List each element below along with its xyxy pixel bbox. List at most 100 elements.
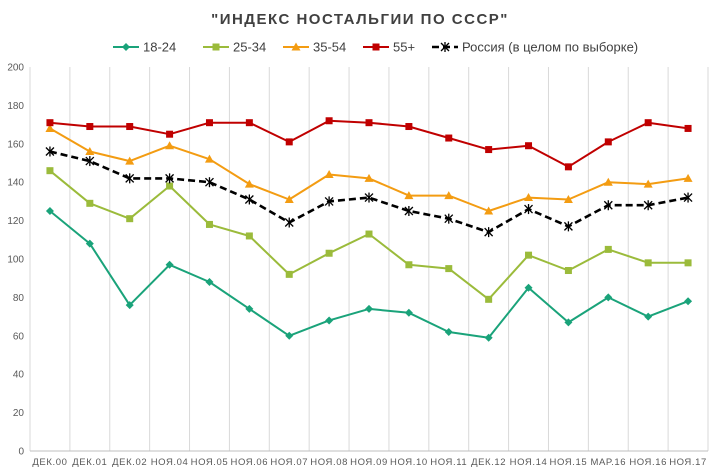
data-point xyxy=(125,173,135,184)
data-point xyxy=(291,42,301,51)
grid xyxy=(29,67,709,452)
data-point xyxy=(165,260,174,269)
series-line xyxy=(49,119,689,168)
data-point xyxy=(45,207,54,215)
data-point xyxy=(212,43,220,51)
data-point xyxy=(165,173,175,184)
data-point xyxy=(644,259,652,267)
data-point xyxy=(45,146,55,157)
y-tick-label: 180 xyxy=(7,101,24,112)
legend-item: 55+ xyxy=(363,40,415,55)
data-point xyxy=(643,179,653,188)
data-point xyxy=(604,138,612,146)
data-point xyxy=(445,265,453,273)
data-point xyxy=(205,220,213,228)
data-point xyxy=(684,297,693,306)
series-5 xyxy=(45,146,693,238)
series-group xyxy=(45,117,693,342)
data-point xyxy=(644,119,652,127)
y-axis: 0 20 40 60 80 100 120 140 160 180 200 xyxy=(7,63,24,458)
y-tick-label: 140 xyxy=(7,178,24,189)
x-tick-label: НОЯ.11 xyxy=(430,457,467,468)
data-point xyxy=(244,194,254,205)
data-point xyxy=(46,167,54,175)
series-2 xyxy=(46,167,692,303)
y-tick-label: 200 xyxy=(7,63,24,74)
x-tick-label: НОЯ.04 xyxy=(151,457,189,468)
data-point xyxy=(445,134,453,142)
data-point xyxy=(85,239,94,248)
data-point xyxy=(204,154,214,163)
data-point xyxy=(245,304,254,313)
data-point xyxy=(404,308,413,317)
data-point xyxy=(365,119,373,127)
data-point xyxy=(604,245,612,253)
data-point xyxy=(524,204,533,215)
data-point xyxy=(524,283,533,292)
data-point xyxy=(166,182,174,190)
data-point xyxy=(485,146,493,154)
data-point xyxy=(205,278,214,287)
data-point xyxy=(284,194,294,203)
legend-item: Россия (в целом по выборке) xyxy=(432,40,638,55)
data-point xyxy=(524,193,534,202)
legend-label: 35-54 xyxy=(313,40,346,55)
x-tick-label: НОЯ.06 xyxy=(230,457,268,468)
data-point xyxy=(563,221,573,232)
series-3 xyxy=(45,123,693,215)
data-point xyxy=(166,130,174,138)
data-point xyxy=(683,173,693,182)
legend-label: 25-34 xyxy=(233,40,266,55)
x-tick-label: ДЕК.12 xyxy=(471,457,506,468)
x-tick-label: НОЯ.08 xyxy=(310,457,348,468)
legend-item: 35-54 xyxy=(283,40,346,55)
data-point xyxy=(643,200,653,211)
data-point xyxy=(244,179,254,188)
data-point xyxy=(484,227,494,238)
data-point xyxy=(484,333,493,342)
data-point xyxy=(404,191,414,200)
x-tick-label: НОЯ.16 xyxy=(629,457,667,468)
data-point xyxy=(126,123,134,131)
data-point xyxy=(564,163,572,171)
data-point xyxy=(440,42,450,52)
x-tick-label: ДЕК.01 xyxy=(72,457,107,468)
data-point xyxy=(86,199,94,207)
legend-item: 25-34 xyxy=(203,40,266,55)
legend-label: Россия (в целом по выборке) xyxy=(462,40,638,55)
x-tick-label: НОЯ.05 xyxy=(191,457,229,468)
data-point xyxy=(404,206,414,216)
y-tick-label: 0 xyxy=(18,447,24,458)
data-point xyxy=(564,318,573,327)
chart-title: "ИНДЕКС НОСТАЛЬГИИ ПО СССР" xyxy=(211,11,509,28)
x-tick-label: НОЯ.07 xyxy=(270,457,308,468)
data-point xyxy=(365,304,373,313)
data-point xyxy=(325,117,333,125)
data-point xyxy=(125,301,134,310)
legend: 18-24 25-34 35-54 55+ Россия (в целом по выб… xyxy=(113,40,638,55)
x-tick-label: ДЕК.00 xyxy=(32,457,67,468)
data-point xyxy=(444,191,454,200)
y-tick-label: 120 xyxy=(7,216,24,227)
x-tick-label: МАР.16 xyxy=(590,457,626,468)
data-point xyxy=(285,138,293,146)
x-tick-label: НОЯ.10 xyxy=(390,457,428,468)
data-point xyxy=(324,196,334,207)
data-point xyxy=(563,194,573,203)
data-point xyxy=(603,200,613,211)
y-tick-label: 20 xyxy=(13,408,25,419)
data-point xyxy=(604,293,613,302)
data-point xyxy=(325,249,333,257)
data-point xyxy=(603,177,613,186)
x-axis: ДЕК.00 ДЕК.01 ДЕК.02 НОЯ.04 НОЯ.05 НОЯ.06 НОЯ.… xyxy=(32,457,706,468)
data-point xyxy=(444,327,453,336)
data-point xyxy=(85,156,95,167)
data-point xyxy=(372,43,380,51)
data-point xyxy=(285,331,294,340)
x-tick-label: НОЯ.09 xyxy=(350,457,388,468)
y-tick-label: 100 xyxy=(7,255,24,266)
data-point xyxy=(205,177,214,188)
data-point xyxy=(684,124,692,132)
data-point xyxy=(364,192,374,203)
